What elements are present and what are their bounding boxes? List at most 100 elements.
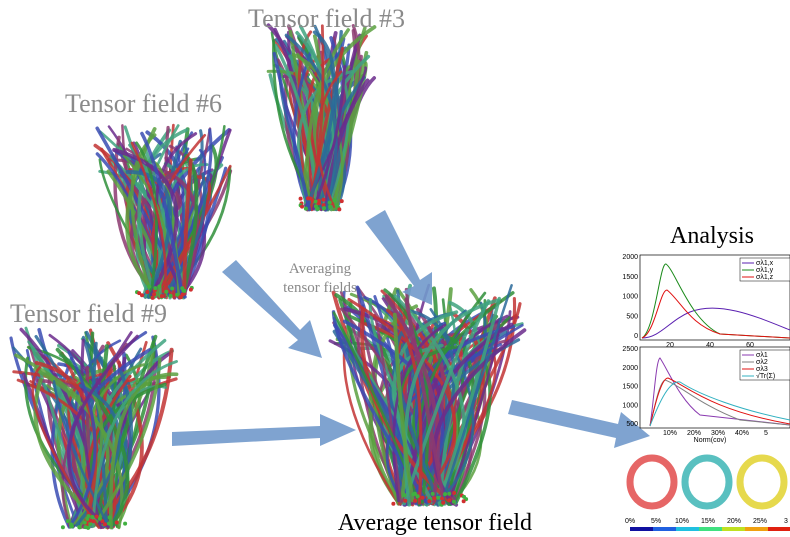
fiber-end xyxy=(170,287,174,291)
legend-label: σλ1,y xyxy=(756,267,774,274)
colorbar-segment xyxy=(745,527,768,531)
average-label: Average tensor field xyxy=(338,510,532,536)
colorbar-label: 25% xyxy=(753,518,767,525)
legend-label: σλ3 xyxy=(756,366,768,373)
fiber-end xyxy=(103,522,107,526)
figure: Tensor field #3 Tensor field #6 Tensor f… xyxy=(0,0,790,537)
x-tick-label: 20% xyxy=(687,430,701,437)
fiber-end xyxy=(115,521,119,525)
fiber-end xyxy=(340,199,344,203)
fiber-end xyxy=(431,492,435,496)
field-label: Tensor field #3 xyxy=(248,4,405,33)
fiber-end xyxy=(416,494,420,498)
fiber-end xyxy=(432,496,436,500)
fiber-end xyxy=(179,295,183,299)
colorbar-segment xyxy=(699,527,722,531)
fiber-end xyxy=(314,200,318,204)
colorbar-label: 10% xyxy=(675,518,689,525)
arrow xyxy=(172,414,356,446)
fiber-end xyxy=(145,290,149,294)
fiber-end xyxy=(306,196,310,200)
fiber-end xyxy=(85,517,89,521)
x-tick-label: 30% xyxy=(711,430,725,437)
fiber-end xyxy=(447,492,451,496)
fiber-end xyxy=(304,207,308,211)
fiber-end xyxy=(337,207,341,211)
fiber-end xyxy=(314,204,318,208)
y-tick-label: 1000 xyxy=(622,402,638,409)
fiber-end xyxy=(157,284,161,288)
legend-label: √Tr(Σ) xyxy=(756,372,775,380)
fiber-end xyxy=(61,525,65,529)
fiber-end xyxy=(403,499,407,503)
fiber-end xyxy=(77,525,81,529)
fiber-end xyxy=(452,491,456,495)
x-axis-label: Norm(cov) xyxy=(694,437,727,444)
y-tick-label: 0 xyxy=(634,333,638,340)
fiber-end xyxy=(175,293,179,297)
y-tick-label: 2000 xyxy=(622,254,638,261)
fiber-end xyxy=(322,198,326,202)
legend-label: σλ2 xyxy=(756,359,768,366)
fiber-end xyxy=(91,519,95,523)
colorbar-label: 3 xyxy=(784,518,788,525)
x-tick-label: 40% xyxy=(735,430,749,437)
fiber-end xyxy=(182,289,186,293)
fiber-end xyxy=(440,496,444,500)
fiber-end xyxy=(147,285,151,289)
note: Averaging xyxy=(289,261,352,277)
fiber-end xyxy=(443,492,447,496)
fiber-end xyxy=(164,290,168,294)
fiber-end xyxy=(140,293,144,297)
heatmap-shape xyxy=(630,458,674,506)
colorbar-segment xyxy=(653,527,676,531)
fiber-end xyxy=(84,525,88,529)
fiber-end xyxy=(69,522,73,526)
colorbar-label: 20% xyxy=(727,518,741,525)
colorbar-label: 15% xyxy=(701,518,715,525)
colorbar-segment xyxy=(768,527,790,531)
y-tick-label: 1500 xyxy=(622,384,638,391)
legend-label: σλ1,z xyxy=(756,274,774,281)
y-tick-label: 1000 xyxy=(622,294,638,301)
y-tick-label: 1500 xyxy=(622,274,638,281)
x-tick-label: 10% xyxy=(663,430,677,437)
fiber-end xyxy=(391,502,395,506)
fiber-end xyxy=(427,499,431,503)
colorbar-label: 0% xyxy=(625,518,635,525)
fiber-end xyxy=(98,517,102,521)
fiber-end xyxy=(452,500,456,504)
fiber-end xyxy=(152,292,156,296)
colorbar-segment xyxy=(630,527,653,531)
fiber-end xyxy=(123,522,127,526)
x-tick-label: 5 xyxy=(764,430,768,437)
y-tick-label: 2500 xyxy=(622,346,638,353)
analysis-title: Analysis xyxy=(670,223,754,249)
legend-label: σλ1 xyxy=(756,352,768,359)
y-tick-label: 500 xyxy=(626,421,638,428)
heatmap-shape xyxy=(740,458,784,506)
fiber-end xyxy=(421,496,425,500)
fiber-end xyxy=(317,201,321,205)
fiber-end xyxy=(441,501,445,505)
fiber-end xyxy=(299,197,303,201)
fiber-end xyxy=(90,515,94,519)
fiber-end xyxy=(107,521,111,525)
field-label: Tensor field #6 xyxy=(65,89,222,118)
colorbar-label: 5% xyxy=(651,518,661,525)
fiber-end xyxy=(413,499,417,503)
colorbar-segment xyxy=(676,527,699,531)
field-label: Tensor field #9 xyxy=(10,299,167,328)
fiber-end xyxy=(169,294,173,298)
fiber-end xyxy=(411,492,415,496)
y-tick-label: 2000 xyxy=(622,365,638,372)
fiber-end xyxy=(328,205,332,209)
fiber-end xyxy=(436,496,440,500)
fiber-end xyxy=(160,294,164,298)
fiber-end xyxy=(447,498,451,502)
note: tensor fields xyxy=(283,280,357,296)
legend-label: σλ1,x xyxy=(756,260,774,267)
fiber-end xyxy=(83,521,87,525)
fiber-end xyxy=(402,493,406,497)
